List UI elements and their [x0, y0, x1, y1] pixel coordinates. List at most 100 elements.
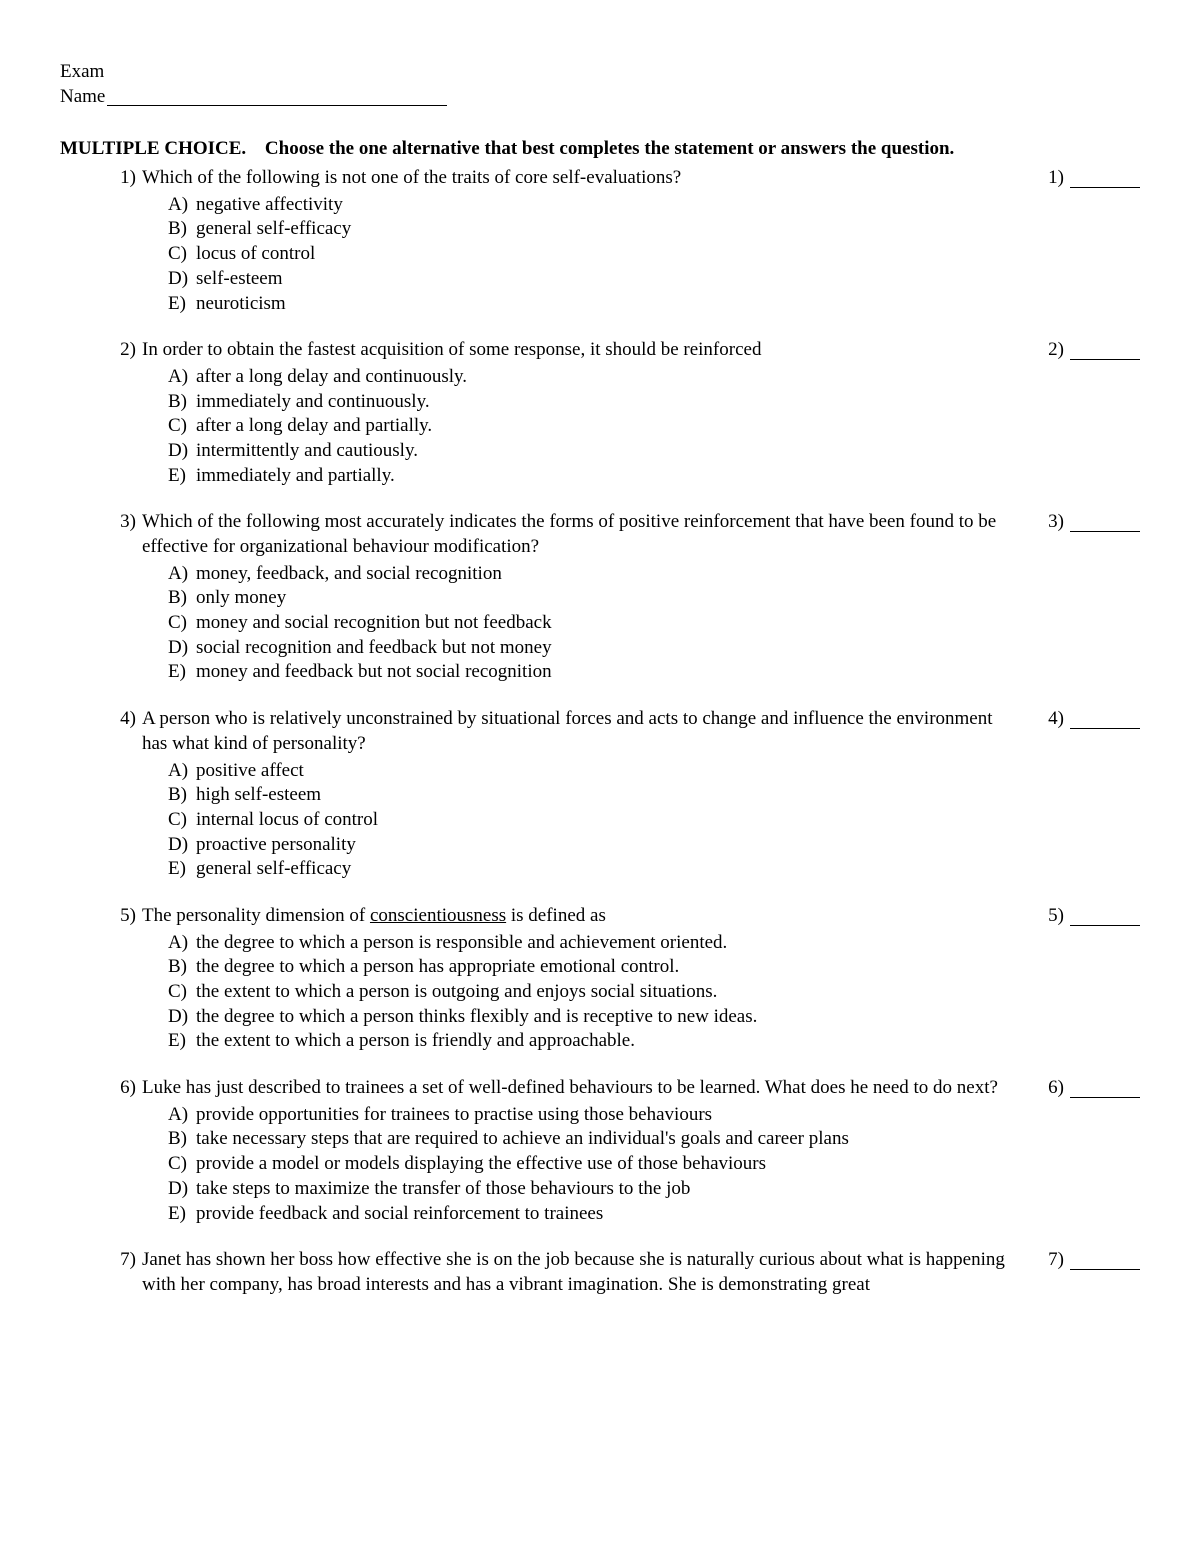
option: D)social recognition and feedback but no… — [168, 636, 1020, 661]
option-text: self-esteem — [196, 267, 283, 292]
name-line: Name — [60, 85, 1140, 110]
option-text: immediately and partially. — [196, 464, 395, 489]
option-text: the extent to which a person is outgoing… — [196, 980, 717, 1005]
question-number: 6) — [112, 1076, 136, 1101]
mc-text: Choose the one alternative that best com… — [265, 138, 954, 159]
option-text: money and social recognition but not fee… — [196, 611, 552, 636]
question: 1) Which of the following is not one of t… — [60, 166, 1140, 316]
option-text: after a long delay and partially. — [196, 414, 432, 439]
answer-number: 1) — [1048, 167, 1064, 188]
option-label: D) — [168, 636, 196, 661]
option: D)the degree to which a person thinks fl… — [168, 1005, 1020, 1030]
option-text: only money — [196, 586, 286, 611]
options-list: A)money, feedback, and social recognitio… — [168, 562, 1020, 685]
question: 3)Which of the following most accurately… — [60, 510, 1140, 685]
question-body: 7)Janet has shown her boss how effective… — [60, 1248, 1020, 1297]
question: 4)A person who is relatively unconstrain… — [60, 707, 1140, 882]
answer-blank[interactable] — [1070, 728, 1140, 729]
answer-slot: 3) — [1020, 510, 1140, 685]
option: E)immediately and partially. — [168, 464, 1020, 489]
question-number: 3) — [112, 510, 136, 559]
answer-blank[interactable] — [1070, 359, 1140, 360]
option-label: B) — [168, 955, 196, 980]
option: E)provide feedback and social reinforcem… — [168, 1202, 1020, 1227]
option-label: E) — [168, 660, 196, 685]
option-text: high self-esteem — [196, 783, 321, 808]
option: A)after a long delay and continuously. — [168, 365, 1020, 390]
option-text: the extent to which a person is friendly… — [196, 1029, 635, 1054]
question: 5)The personality dimension of conscient… — [60, 904, 1140, 1054]
option-label: D) — [168, 1005, 196, 1030]
name-blank[interactable] — [107, 105, 447, 106]
option-label: C) — [168, 414, 196, 439]
option: A)the degree to which a person is respon… — [168, 931, 1020, 956]
option-label: C) — [168, 611, 196, 636]
option-label: D) — [168, 833, 196, 858]
question-text-row: 5)The personality dimension of conscient… — [112, 904, 1020, 929]
answer-blank[interactable] — [1070, 1269, 1140, 1270]
option-text: the degree to which a person thinks flex… — [196, 1005, 757, 1030]
option: D)proactive personality — [168, 833, 1020, 858]
question-text-underlined: conscientiousness — [370, 905, 506, 926]
option-text: money and feedback but not social recogn… — [196, 660, 552, 685]
option: E)money and feedback but not social reco… — [168, 660, 1020, 685]
option: C)the extent to which a person is outgoi… — [168, 980, 1020, 1005]
question-text-row: 7)Janet has shown her boss how effective… — [112, 1248, 1020, 1297]
option-label: B) — [168, 586, 196, 611]
question-text: The personality dimension of conscientio… — [142, 904, 1020, 929]
option: A)positive affect — [168, 759, 1020, 784]
question-text: Which of the following is not one of the… — [142, 166, 1020, 191]
question-text: In order to obtain the fastest acquisiti… — [142, 338, 1020, 363]
option-text: the degree to which a person is responsi… — [196, 931, 727, 956]
option-text: neuroticism — [196, 292, 286, 317]
option-text: positive affect — [196, 759, 304, 784]
option-label: A) — [168, 365, 196, 390]
option: B)general self-efficacy — [168, 217, 1020, 242]
questions-list: 1) Which of the following is not one of t… — [60, 166, 1140, 1298]
option-label: B) — [168, 783, 196, 808]
question-text: Which of the following most accurately i… — [142, 510, 1020, 559]
option-text: take necessary steps that are required t… — [196, 1127, 849, 1152]
question-text-row: 1)Which of the following is not one of t… — [112, 166, 1020, 191]
question-number: 7) — [112, 1248, 136, 1297]
exam-page: Exam Name MULTIPLE CHOICE. Choose the on… — [0, 0, 1200, 1553]
mc-label: MULTIPLE CHOICE. — [60, 138, 246, 159]
option: C)money and social recognition but not f… — [168, 611, 1020, 636]
answer-slot: 7) — [1020, 1248, 1140, 1297]
answer-blank[interactable] — [1070, 187, 1140, 188]
option: C)after a long delay and partially. — [168, 414, 1020, 439]
option-label: E) — [168, 292, 196, 317]
question-body: 3)Which of the following most accurately… — [60, 510, 1020, 685]
option-label: A) — [168, 759, 196, 784]
answer-number: 3) — [1048, 511, 1064, 532]
option-text: money, feedback, and social recognition — [196, 562, 502, 587]
question-body: 6)Luke has just described to trainees a … — [60, 1076, 1020, 1226]
option-label: A) — [168, 193, 196, 218]
option-label: A) — [168, 562, 196, 587]
answer-blank[interactable] — [1070, 531, 1140, 532]
answer-slot: 1) — [1020, 166, 1140, 316]
option-label: E) — [168, 1029, 196, 1054]
option-text: negative affectivity — [196, 193, 343, 218]
option: B)the degree to which a person has appro… — [168, 955, 1020, 980]
question-body: 5)The personality dimension of conscient… — [60, 904, 1020, 1054]
question-number: 2) — [112, 338, 136, 363]
question-text: Luke has just described to trainees a se… — [142, 1076, 1020, 1101]
option-text: locus of control — [196, 242, 315, 267]
exam-header: Exam Name — [60, 60, 1140, 109]
answer-blank[interactable] — [1070, 925, 1140, 926]
option-text: proactive personality — [196, 833, 356, 858]
option-text: provide a model or models displaying the… — [196, 1152, 766, 1177]
question-number: 4) — [112, 707, 136, 756]
question-text: A person who is relatively unconstrained… — [142, 707, 1020, 756]
option-label: C) — [168, 808, 196, 833]
option: B)high self-esteem — [168, 783, 1020, 808]
option: B)take necessary steps that are required… — [168, 1127, 1020, 1152]
question-text: Janet has shown her boss how effective s… — [142, 1248, 1020, 1297]
question-text-row: 3)Which of the following most accurately… — [112, 510, 1020, 559]
option-label: D) — [168, 267, 196, 292]
answer-blank[interactable] — [1070, 1097, 1140, 1098]
question-text-row: 4)A person who is relatively unconstrain… — [112, 707, 1020, 756]
option-label: C) — [168, 980, 196, 1005]
option-text: immediately and continuously. — [196, 390, 430, 415]
